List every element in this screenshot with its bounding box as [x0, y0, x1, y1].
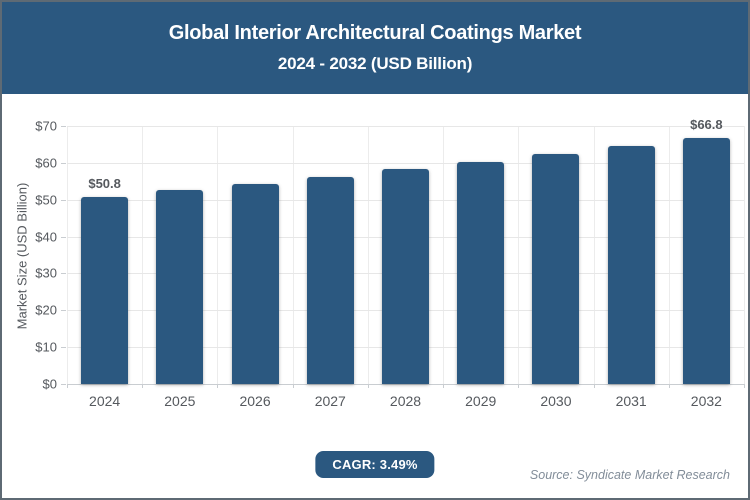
- y-axis-tick: [61, 126, 66, 127]
- x-axis-tick: [518, 384, 519, 388]
- bar-2028: [382, 169, 429, 384]
- x-axis-tick: [594, 384, 595, 388]
- x-axis-tick: [67, 384, 68, 388]
- cagr-badge-label: CAGR: 3.49%: [332, 457, 418, 472]
- y-tick-label: $50: [35, 192, 57, 208]
- cagr-badge: CAGR: 3.49%: [315, 451, 435, 478]
- y-tick-label: $20: [35, 302, 57, 318]
- x-tick-label: 2029: [465, 393, 497, 409]
- y-tick-label: $70: [35, 118, 57, 134]
- grid-line-vertical: [217, 126, 218, 384]
- grid-line-horizontal: [67, 126, 744, 127]
- x-axis-tick: [669, 384, 670, 388]
- x-axis-tick: [217, 384, 218, 388]
- y-tick-label: $10: [35, 339, 57, 355]
- grid-line-vertical: [594, 126, 595, 384]
- bar-chart-plot: $0 $10 $20 $30 $40 $50 $60 $70 $50.8 2024 2025 2026…: [35, 117, 745, 409]
- y-axis-tick: [61, 384, 66, 385]
- y-tick-label: $40: [35, 229, 57, 245]
- y-axis-tick: [61, 162, 66, 164]
- y-axis-tick: [61, 347, 66, 349]
- bar-2032: [682, 137, 730, 384]
- y-axis-tick: [61, 199, 66, 201]
- bar-2027: [306, 176, 354, 384]
- chart-subtitle: 2024 - 2032 (USD Billion): [277, 54, 473, 73]
- x-tick-label: 2032: [690, 393, 722, 409]
- x-tick-label: 2030: [540, 393, 572, 409]
- bar-2031: [607, 145, 655, 384]
- x-tick-label: 2031: [615, 393, 647, 409]
- bar-value-label: $50.8: [88, 175, 121, 191]
- x-axis-tick: [443, 384, 444, 388]
- grid-line-vertical: [744, 126, 745, 384]
- y-tick-label: $0: [42, 376, 57, 392]
- y-axis-tick: [61, 310, 66, 312]
- x-tick-label: 2027: [314, 393, 346, 409]
- bar-2024: [81, 196, 129, 384]
- grid-line-vertical: [368, 126, 369, 384]
- grid-line-vertical: [518, 126, 519, 384]
- bar-2026: [231, 183, 279, 384]
- x-axis-tick: [744, 384, 745, 388]
- x-tick-label: 2026: [239, 393, 271, 409]
- grid-line-vertical: [293, 126, 294, 384]
- x-tick-label: 2024: [89, 393, 121, 409]
- bar-2029: [457, 161, 505, 384]
- x-axis-tick: [142, 384, 143, 388]
- bar-2030: [532, 154, 580, 384]
- y-tick-label: $30: [35, 265, 57, 281]
- y-tick-label: $60: [35, 155, 57, 171]
- x-tick-label: 2028: [389, 393, 422, 409]
- source-attribution: Source: Syndicate Market Research: [529, 468, 730, 482]
- chart-title: Global Interior Architectural Coatings M…: [168, 22, 582, 44]
- x-axis-tick: [368, 384, 369, 388]
- bar-value-label: $66.8: [690, 116, 723, 132]
- chart-header: Global Interior Architectural Coatings M…: [2, 2, 748, 94]
- grid-line-vertical: [67, 126, 68, 384]
- x-tick-label: 2025: [164, 393, 196, 409]
- grid-line-horizontal: [67, 162, 744, 164]
- y-axis-tick: [61, 273, 66, 275]
- x-axis-tick: [293, 384, 294, 388]
- bar-2025: [156, 190, 204, 384]
- grid-line-vertical: [142, 126, 143, 384]
- y-axis-tick: [61, 236, 66, 238]
- grid-line-vertical: [443, 126, 444, 384]
- x-axis-line: [67, 384, 744, 385]
- grid-line-vertical: [669, 126, 670, 384]
